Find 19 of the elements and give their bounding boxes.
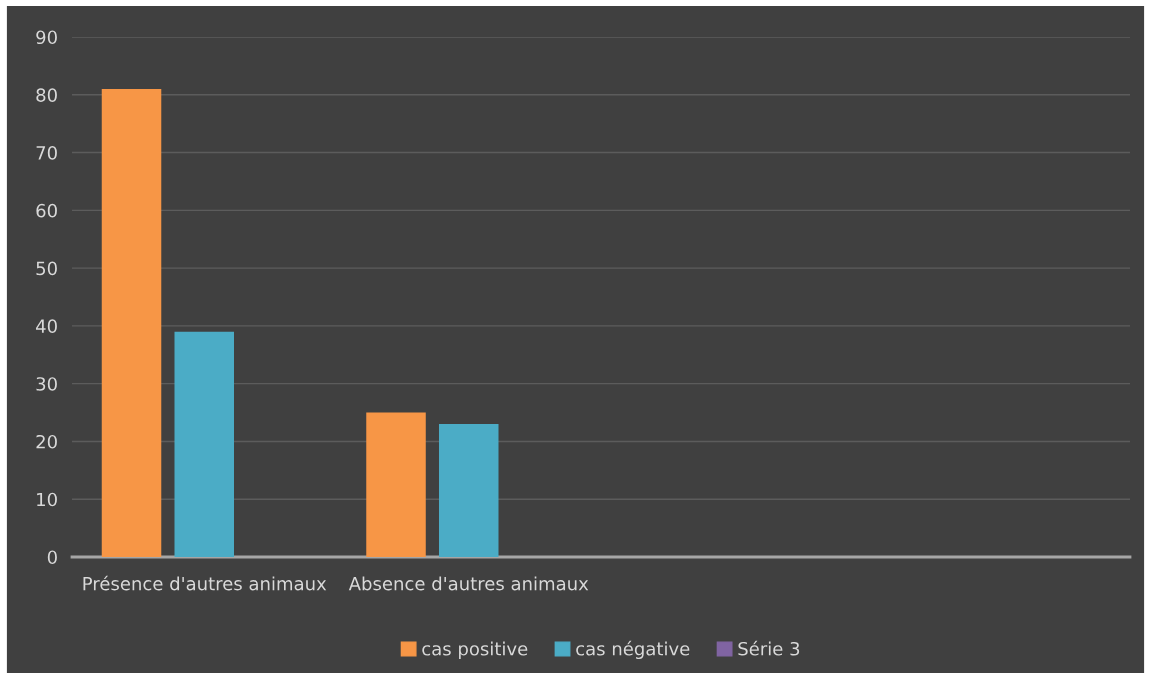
bar [438,424,499,557]
x-tick-label: Présence d'autres animaux [83,575,327,591]
y-tick-label: 30 [36,377,57,391]
legend-label: cas négative [576,640,690,660]
bar [101,89,162,557]
y-tick-label: 70 [36,146,57,160]
legend-label: cas positive [422,641,528,660]
bar [366,412,426,557]
y-tick-label: 20 [36,434,57,449]
legend-label: Série 3 [738,640,800,656]
y-tick-label: 50 [36,261,57,276]
y-tick-label: 90 [36,30,57,45]
y-tick-label: 10 [37,492,57,507]
bar [174,331,235,557]
y-tick-label: 80 [36,88,57,102]
y-tick-label: 0 [47,550,57,565]
y-tick-label: 60 [36,203,57,218]
x-tick-label: Absence d'autres animaux [348,576,589,591]
y-tick-label: 40 [36,319,57,334]
